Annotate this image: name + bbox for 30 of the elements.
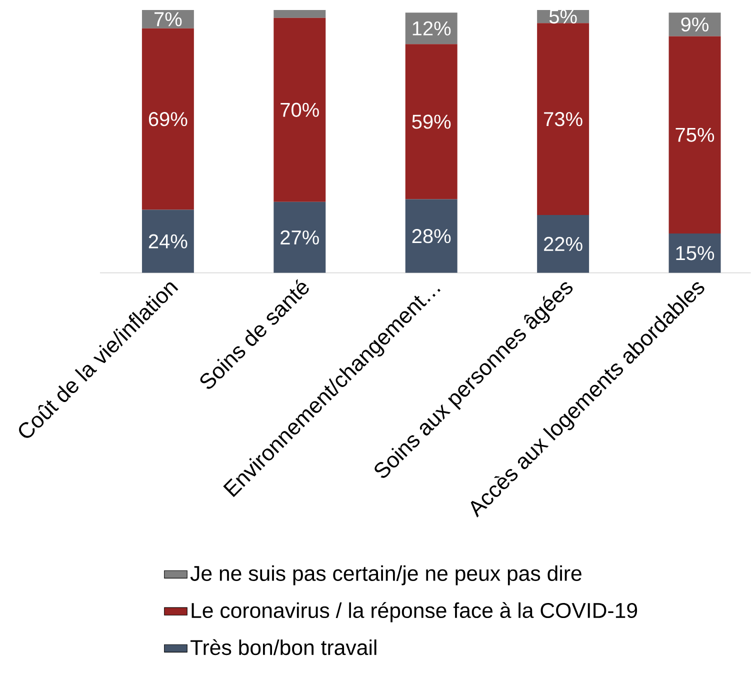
data-label: 75% — [676, 128, 714, 142]
data-label: 28% — [412, 229, 451, 244]
data-label: 73% — [544, 112, 582, 126]
data-label: 27% — [280, 230, 319, 245]
data-label: 12% — [412, 21, 451, 36]
data-label: 22% — [544, 237, 582, 252]
bar — [668, 36, 721, 234]
bar — [142, 28, 194, 210]
data-label: 69% — [148, 112, 188, 126]
data-label: 15% — [676, 246, 714, 260]
data-label: 70% — [280, 102, 319, 118]
bar — [537, 215, 590, 274]
legend-label: Très bon/bon travail — [190, 639, 376, 656]
bar — [405, 199, 458, 274]
legend-label: Je ne suis pas certain/je ne peux pas dire — [190, 565, 582, 586]
bar — [405, 44, 458, 200]
bar — [274, 18, 326, 202]
data-label: 9% — [681, 17, 708, 32]
legend-label: Le coronavirus / la réponse face à la COVID-19 — [192, 602, 638, 622]
bar — [274, 202, 326, 274]
data-label: 24% — [148, 234, 188, 249]
bar — [405, 12, 458, 44]
data-label: 5% — [549, 10, 577, 24]
bar — [537, 23, 590, 216]
bar — [668, 234, 721, 274]
bar — [142, 210, 194, 274]
bar — [668, 12, 721, 36]
data-label: 59% — [412, 114, 451, 129]
bar — [274, 10, 326, 18]
data-label: 7% — [154, 12, 182, 26]
